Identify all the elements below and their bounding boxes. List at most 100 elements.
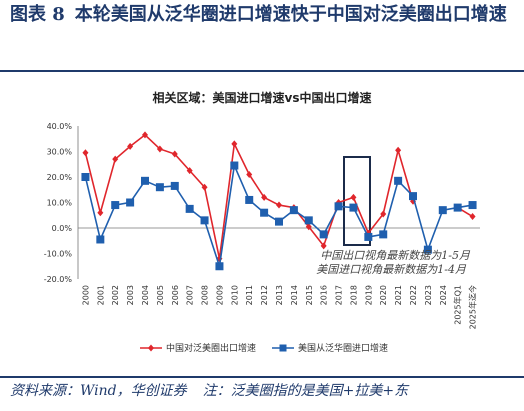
- data-point: [82, 149, 89, 157]
- data-point: [468, 201, 477, 210]
- data-point: [320, 242, 327, 250]
- data-point: [260, 208, 269, 217]
- data-point: [112, 155, 119, 163]
- x-tick-label: 2004: [141, 285, 150, 305]
- x-tick-label: 2006: [171, 285, 180, 305]
- source-text: 资料来源：Wind，华创证券: [10, 383, 187, 399]
- x-tick-label: 2017: [335, 285, 344, 305]
- x-tick-label: 2012: [260, 285, 269, 305]
- footnote-text: 注：泛美圈指的是美国+拉美+东: [202, 383, 409, 399]
- data-point: [245, 195, 254, 204]
- x-tick-label: 2005: [156, 285, 165, 305]
- chart-title: 相关区域：美国进口增速vs中国出口增速: [153, 90, 372, 105]
- legend-marker: [279, 344, 287, 352]
- data-point: [364, 232, 373, 241]
- x-tick-label: 2010: [230, 285, 239, 305]
- data-point: [141, 176, 149, 185]
- y-tick-label: 20.0%: [47, 173, 73, 182]
- data-point: [126, 198, 135, 207]
- annotation-line-2: 美国进口视角最新数据为1-4月: [316, 263, 467, 276]
- y-tick-label: 30.0%: [47, 148, 73, 157]
- y-tick-label: 10.0%: [47, 199, 73, 208]
- legend-label: 美国从泛华圈进口增速: [298, 342, 388, 354]
- data-point: [350, 193, 357, 201]
- y-axis: 40.0% 30.0% 20.0% 10.0% 0.0% -10.0% -20.0%: [44, 122, 79, 284]
- data-point: [142, 131, 148, 139]
- data-point: [261, 193, 268, 201]
- figure-label: 图表 8: [10, 4, 65, 25]
- figure-title-text: 本轮美国从泛华圈进口增速快于中国对泛美圈出口增速: [74, 4, 507, 25]
- data-point: [394, 176, 403, 185]
- x-tick-label: 2008: [201, 285, 210, 305]
- data-point: [379, 230, 388, 239]
- data-point: [409, 192, 417, 201]
- legend-marker: [148, 344, 154, 352]
- top-divider: [0, 70, 524, 72]
- data-point: [305, 223, 312, 231]
- data-point: [81, 173, 90, 181]
- x-tick-label: 2024: [439, 285, 448, 305]
- data-point: [319, 230, 328, 239]
- data-point: [289, 206, 298, 215]
- data-point: [170, 181, 179, 190]
- legend-label: 中国对泛美圈出口增速: [166, 342, 256, 354]
- data-point: [96, 235, 105, 244]
- data-point: [97, 209, 104, 217]
- figure-title: 图表 8 本轮美国从泛华圈进口增速快于中国对泛美圈出口增速: [10, 2, 520, 28]
- data-point: [201, 183, 208, 191]
- y-tick-label: 40.0%: [47, 122, 73, 131]
- x-tick-label: 2016: [320, 285, 329, 305]
- data-point: [275, 217, 283, 226]
- data-point: [230, 161, 239, 170]
- x-tick-label: 2007: [186, 285, 195, 305]
- data-point: [334, 202, 343, 211]
- data-point: [276, 201, 282, 209]
- chart-legend: 中国对泛美圈出口增速 美国从泛华圈进口增速: [140, 342, 388, 354]
- data-point: [155, 183, 164, 192]
- x-tick-label: 2018: [349, 285, 358, 305]
- x-axis: 2000 2001 2002 2003 2004 2005 2006 2007 2008 2009…: [81, 285, 477, 329]
- data-point: [231, 140, 238, 148]
- x-tick-label: 2025年迄今: [468, 285, 478, 329]
- x-tick-label: 2022: [409, 285, 418, 305]
- y-tick-label: -20.0%: [44, 275, 73, 284]
- data-point: [469, 213, 476, 221]
- x-tick-label: 2011: [245, 285, 254, 305]
- legend-item: 中国对泛美圈出口增速: [140, 342, 256, 354]
- annotation-line-1: 中国出口视角最新数据为1-5月: [320, 249, 471, 262]
- data-point: [304, 216, 313, 225]
- x-tick-label: 2020: [379, 285, 388, 305]
- data-point: [380, 210, 387, 218]
- data-point: [185, 204, 194, 213]
- x-tick-label: 2015: [305, 285, 314, 305]
- data-point: [246, 170, 253, 178]
- source-note: 资料来源：Wind，华创证券 注：泛美圈指的是美国+拉美+东: [10, 380, 408, 400]
- data-point: [349, 203, 358, 212]
- bottom-divider: [0, 376, 524, 378]
- data-point: [215, 262, 224, 271]
- data-point: [438, 206, 447, 215]
- y-tick-label: -10.0%: [44, 250, 73, 259]
- x-tick-label: 2014: [290, 285, 299, 305]
- legend-item: 美国从泛华圈进口增速: [272, 342, 388, 354]
- data-point: [186, 167, 193, 175]
- data-point: [156, 145, 163, 153]
- series-2: [81, 161, 477, 271]
- data-point: [395, 146, 402, 154]
- data-point: [453, 203, 462, 212]
- x-tick-label: 2023: [424, 285, 433, 305]
- line-chart: 相关区域：美国进口增速vs中国出口增速 40.0% 30.0% 20.0% 10.0%…: [44, 90, 480, 354]
- x-tick-label: 2013: [275, 285, 284, 305]
- x-tick-label: 2025年Q1: [453, 285, 463, 325]
- data-point: [200, 216, 209, 225]
- data-point: [423, 245, 432, 254]
- x-tick-label: 2019: [364, 285, 373, 305]
- chart-series: [81, 131, 477, 271]
- x-tick-label: 2000: [81, 285, 90, 305]
- x-tick-label: 2002: [111, 285, 120, 305]
- data-point: [127, 142, 134, 150]
- x-tick-label: 2021: [394, 285, 403, 305]
- x-tick-label: 2001: [96, 285, 105, 305]
- y-tick-label: 0.0%: [52, 224, 73, 233]
- data-point: [111, 201, 120, 210]
